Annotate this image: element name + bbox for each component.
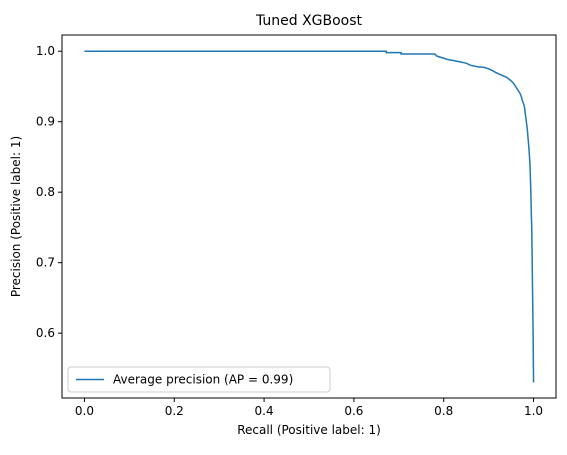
x-tick-label: 0.0 xyxy=(75,404,94,418)
axis-labels: Tuned XGBoost Recall (Positive label: 1)… xyxy=(9,13,381,437)
y-axis-label: Precision (Positive label: 1) xyxy=(9,136,23,297)
y-tick-label: 0.6 xyxy=(36,326,55,340)
chart-title: Tuned XGBoost xyxy=(255,13,363,29)
axes-frame xyxy=(61,34,557,399)
x-tick-label: 0.4 xyxy=(255,404,274,418)
y-tick-label: 0.9 xyxy=(36,115,55,129)
y-tick-label: 1.0 xyxy=(36,44,55,58)
x-tick-label: 0.6 xyxy=(344,404,363,418)
axis-ticks: 0.0 0.2 0.4 0.6 0.8 1.0 0.6 0.7 0.8 0.9 1.0 xyxy=(36,44,543,418)
x-tick-label: 1.0 xyxy=(524,404,543,418)
series-line-0 xyxy=(84,50,535,383)
y-tick-label: 0.8 xyxy=(36,185,55,199)
x-axis-label: Recall (Positive label: 1) xyxy=(237,423,381,437)
plot-area xyxy=(61,34,557,399)
legend-label: Average precision (AP = 0.99) xyxy=(113,373,293,387)
legend: Average precision (AP = 0.99) xyxy=(67,366,331,393)
x-tick-label: 0.8 xyxy=(434,404,453,418)
legend-frame xyxy=(67,366,331,393)
y-tick-label: 0.7 xyxy=(36,256,55,270)
x-tick-label: 0.2 xyxy=(165,404,184,418)
